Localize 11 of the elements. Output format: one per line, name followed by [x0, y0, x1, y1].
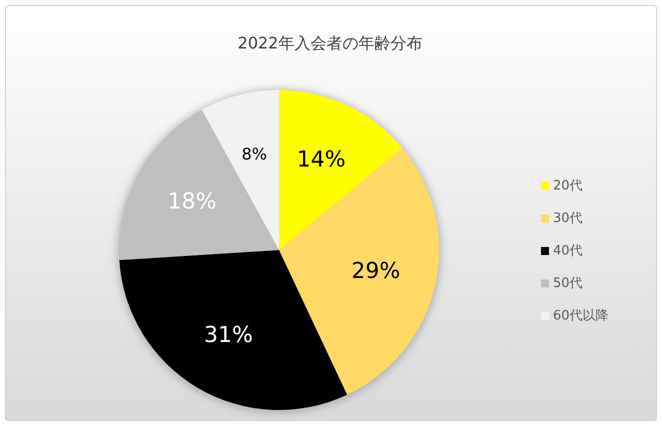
legend-label: 30代 [553, 211, 583, 226]
legend-label: 60代以降 [553, 308, 609, 324]
data-label: 18% [168, 190, 217, 215]
data-label: 31% [204, 322, 253, 348]
legend-label: 40代 [553, 244, 583, 258]
data-label: 29% [351, 259, 400, 284]
data-label: 14% [296, 148, 346, 173]
legend-label: 50代 [553, 276, 583, 291]
legend-label: 20代 [553, 178, 583, 194]
chart-title: 2022年入会者の年齢分布 [238, 34, 422, 52]
data-label: 8% [242, 144, 268, 164]
